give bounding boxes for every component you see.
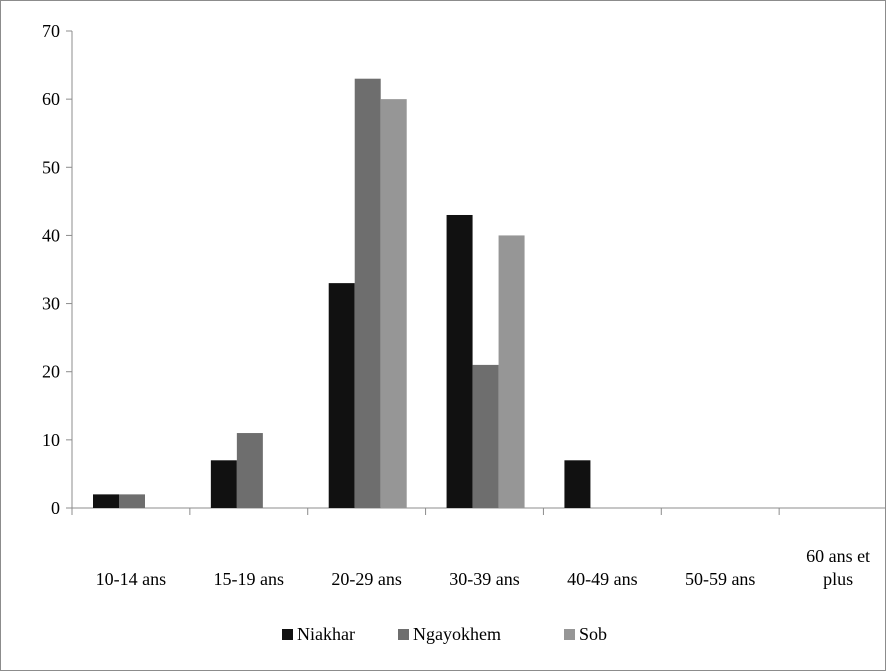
bar-ngayokhem: [236, 433, 263, 508]
bar-niakhar: [93, 494, 119, 508]
y-tick-label: 0: [51, 498, 60, 518]
x-category-label: 60 ans et: [806, 546, 870, 566]
x-category-label: 10-14 ans: [96, 569, 167, 589]
bars: [93, 78, 591, 509]
legend-label-ngayokhem: Ngayokhem: [413, 624, 501, 644]
bar-niakhar: [564, 460, 591, 508]
legend-swatch-ngayokhem: [398, 629, 409, 640]
bar-niakhar: [446, 214, 473, 508]
bar-ngayokhem: [119, 494, 145, 508]
x-category-label: 40-49 ans: [567, 569, 638, 589]
y-tick-label: 70: [42, 21, 60, 41]
legend-swatch-sob: [564, 629, 575, 640]
x-category-label: 15-19 ans: [214, 569, 285, 589]
y-tick-label: 50: [42, 157, 60, 177]
y-tick-label: 40: [42, 225, 60, 245]
y-tick-label: 30: [42, 294, 60, 314]
category-labels: 10-14 ans 15-19 ans 20-29 ans 30-39 ans 40-4…: [96, 546, 870, 589]
x-category-label: 50-59 ans: [685, 569, 756, 589]
bar-ngayokhem: [472, 364, 499, 508]
x-category-label: 30-39 ans: [449, 569, 520, 589]
legend-swatch-niakhar: [282, 629, 293, 640]
x-category-label: plus: [823, 569, 853, 589]
x-category-label: 20-29 ans: [331, 569, 402, 589]
y-tick-label: 10: [42, 430, 60, 450]
y-tick-label: 20: [42, 362, 60, 382]
y-tick-labels: 0 10 20 30 40 50 60 70: [42, 21, 60, 518]
legend-label-sob: Sob: [579, 624, 607, 644]
y-tick-label: 60: [42, 89, 60, 109]
bar-niakhar: [328, 283, 355, 508]
bar-sob: [380, 99, 407, 509]
bar-sob: [498, 235, 525, 508]
bar-ngayokhem: [354, 78, 381, 508]
legend-label-niakhar: Niakhar: [297, 624, 355, 644]
legend: Niakhar Ngayokhem Sob: [282, 624, 607, 644]
bar-niakhar: [210, 460, 237, 508]
